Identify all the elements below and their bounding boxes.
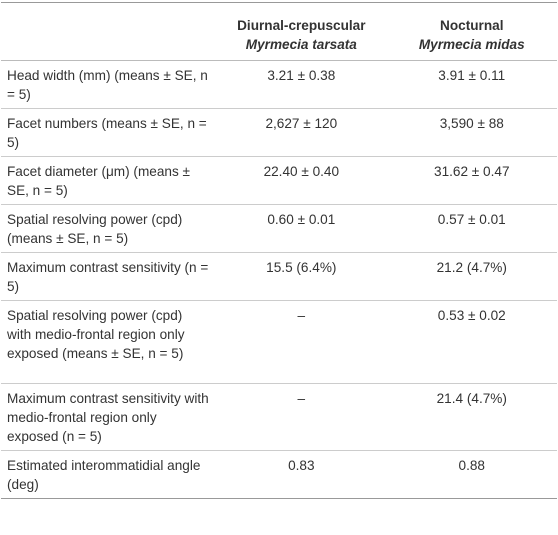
row-label: Spatial resolving power (cpd) (means ± S… [1, 204, 217, 253]
cell-value: – [216, 300, 387, 384]
cell-value: 31.62 ± 0.47 [386, 156, 557, 205]
cell-value: 0.83 [216, 450, 387, 499]
header-blank [1, 3, 216, 61]
row-label: Spatial resolving power (cpd) with medio… [1, 300, 217, 384]
cell-value: 3.21 ± 0.38 [216, 60, 387, 109]
column-species: Myrmecia midas [418, 37, 525, 52]
cell-value: 2,627 ± 120 [216, 108, 387, 157]
row-label: Facet numbers (means ± SE, n = 5) [1, 108, 217, 157]
cell-value: 22.40 ± 0.40 [216, 156, 387, 205]
table-row: Facet diameter (μm) (means ± SE, n = 5) 2… [1, 156, 557, 205]
column-header: Nocturnal Myrmecia midas [387, 3, 557, 61]
column-group: Diurnal-crepuscular [237, 18, 366, 33]
cell-value: 0.57 ± 0.01 [386, 204, 557, 253]
row-label: Estimated interommatidial angle (deg) [1, 450, 217, 499]
cell-value: 0.88 [386, 450, 557, 499]
cell-value: 3.91 ± 0.11 [386, 60, 557, 109]
cell-value: 15.5 (6.4%) [216, 252, 387, 301]
cell-value: 21.4 (4.7%) [386, 383, 557, 451]
table-row: Head width (mm) (means ± SE, n = 5) 3.21 … [1, 60, 557, 109]
table-row: Maximum contrast sensitivity with medio-… [1, 383, 557, 451]
column-species: Myrmecia tarsata [245, 37, 357, 52]
cell-value: 21.2 (4.7%) [386, 252, 557, 301]
column-header: Diurnal-crepuscular Myrmecia tarsata [216, 3, 386, 61]
row-label: Maximum contrast sensitivity with medio-… [1, 383, 217, 451]
cell-value: 0.60 ± 0.01 [216, 204, 387, 253]
column-group: Nocturnal [440, 18, 504, 33]
cell-value: 3,590 ± 88 [386, 108, 557, 157]
cell-value: 0.53 ± 0.02 [386, 300, 557, 384]
table-row: Facet numbers (means ± SE, n = 5) 2,627 ±… [1, 108, 557, 157]
table-body: Head width (mm) (means ± SE, n = 5) 3.21 … [1, 60, 557, 499]
row-label: Maximum contrast sensitivity (n = 5) [1, 252, 217, 301]
cell-value: – [216, 383, 387, 451]
data-table: Diurnal-crepuscular Myrmecia tarsata Noct… [1, 2, 557, 499]
table-row: Spatial resolving power (cpd) (means ± S… [1, 204, 557, 253]
row-label: Head width (mm) (means ± SE, n = 5) [1, 60, 217, 109]
table-row: Estimated interommatidial angle (deg) 0.8… [1, 450, 557, 499]
row-label: Facet diameter (μm) (means ± SE, n = 5) [1, 156, 217, 205]
header-row: Diurnal-crepuscular Myrmecia tarsata Noct… [1, 2, 557, 61]
table-row: Maximum contrast sensitivity (n = 5) 15.5… [1, 252, 557, 301]
table-row: Spatial resolving power (cpd) with medio… [1, 300, 557, 384]
